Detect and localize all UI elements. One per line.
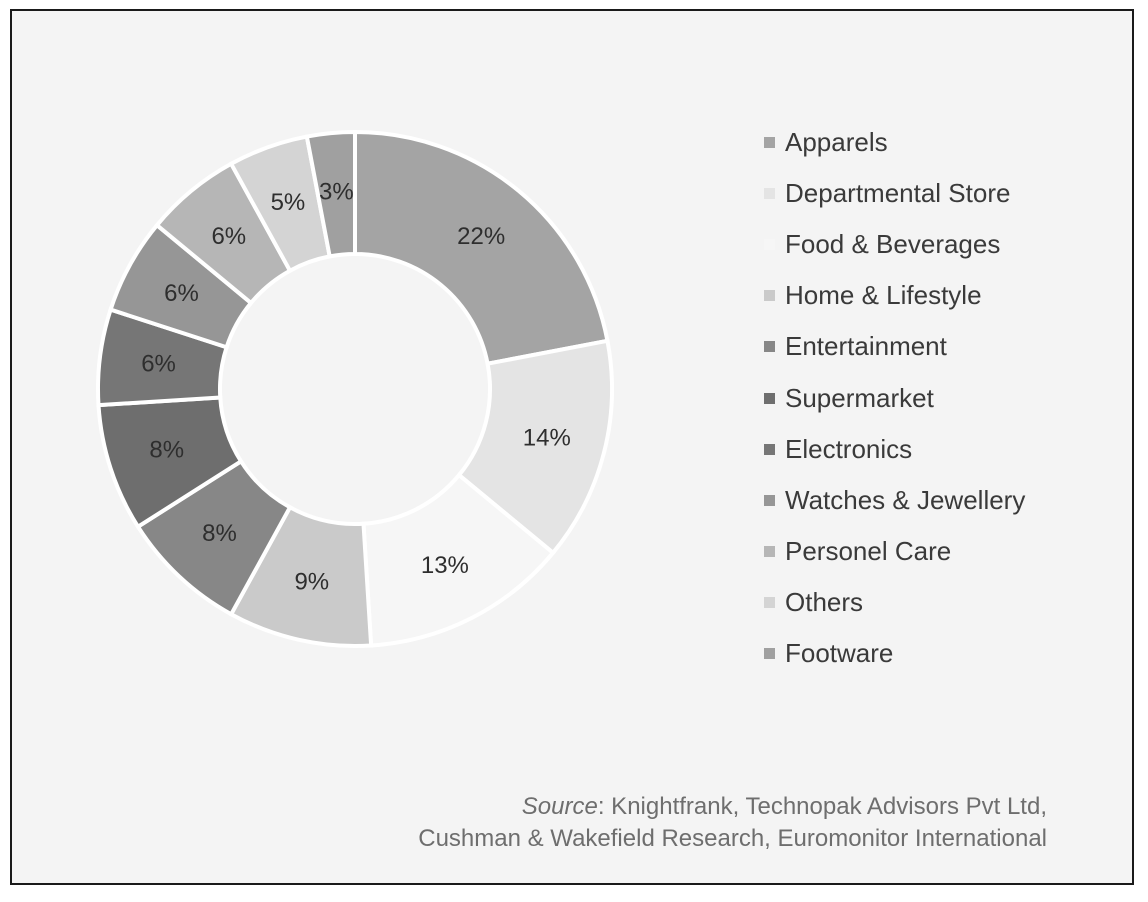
data-label-entertainment: 8% xyxy=(202,520,237,547)
legend-swatch xyxy=(764,494,775,506)
legend-swatch xyxy=(764,188,775,200)
legend-item-others: Others xyxy=(764,577,1025,628)
legend-swatch xyxy=(764,647,775,659)
chart-legend: Apparels Departmental Store Food & Beverag… xyxy=(764,117,1025,679)
legend-item-supermarket: Supermarket xyxy=(764,372,1025,423)
slice-footware xyxy=(304,129,357,259)
legend-swatch xyxy=(764,137,775,149)
legend-label: Supermarket xyxy=(785,382,934,413)
legend-item-personel-care: Personel Care xyxy=(764,526,1025,577)
legend-label: Personel Care xyxy=(785,535,952,566)
legend-label: Electronics xyxy=(785,433,913,464)
legend-label: Food & Beverages xyxy=(785,229,1001,260)
legend-label: Entertainment xyxy=(785,331,947,362)
source-note: Source: Knightfrank, Technopak Advisors … xyxy=(418,791,1047,855)
legend-label: Others xyxy=(785,586,864,617)
legend-item-apparels: Apparels xyxy=(764,117,1025,168)
legend-label: Departmental Store xyxy=(785,178,1011,209)
data-label-home-and-lifestyle: 9% xyxy=(294,569,329,596)
data-label-footware: 3% xyxy=(319,178,354,205)
data-label-departmental-store: 14% xyxy=(523,425,571,452)
legend-swatch xyxy=(764,443,775,455)
source-label: Source xyxy=(521,793,598,820)
legend-item-departmental-store: Departmental Store xyxy=(764,168,1025,219)
legend-label: Footware xyxy=(785,637,894,668)
legend-swatch xyxy=(764,392,775,404)
legend-swatch xyxy=(764,290,775,302)
legend-item-home-and-lifestyle: Home & Lifestyle xyxy=(764,270,1025,321)
data-label-watches-and-jewellery: 6% xyxy=(164,280,199,307)
source-line-1: Source: Knightfrank, Technopak Advisors … xyxy=(418,791,1047,823)
slice-apparels xyxy=(353,129,610,367)
legend-swatch xyxy=(764,596,775,608)
source-text: : Knightfrank, Technopak Advisors Pvt Lt… xyxy=(597,793,1047,820)
legend-item-entertainment: Entertainment xyxy=(764,321,1025,372)
data-label-apparels: 22% xyxy=(457,223,505,250)
data-label-others: 5% xyxy=(271,189,306,216)
legend-swatch xyxy=(764,545,775,557)
legend-label: Home & Lifestyle xyxy=(785,280,982,311)
legend-swatch xyxy=(764,239,775,251)
legend-item-food-and-beverages: Food & Beverages xyxy=(764,219,1025,270)
source-line-2: Cushman & Wakefield Research, Euromonito… xyxy=(418,825,1047,852)
donut-chart: 22% 14% 13% 9% 8% 8% 6% 6% 6% 5% 3% xyxy=(96,129,614,648)
legend-item-footware: Footware xyxy=(764,628,1025,679)
legend-item-electronics: Electronics xyxy=(764,424,1025,475)
legend-label: Apparels xyxy=(785,127,888,158)
legend-swatch xyxy=(764,341,775,353)
chart-frame: 22% 14% 13% 9% 8% 8% 6% 6% 6% 5% 3% Apparels Depart… xyxy=(10,9,1134,885)
data-label-supermarket: 8% xyxy=(149,437,184,464)
data-label-electronics: 6% xyxy=(141,351,176,378)
legend-label: Watches & Jewellery xyxy=(785,484,1026,515)
data-label-food-and-beverages: 13% xyxy=(421,552,469,579)
data-label-personel-care: 6% xyxy=(211,223,246,250)
legend-item-watches-and-jewellery: Watches & Jewellery xyxy=(764,475,1025,526)
